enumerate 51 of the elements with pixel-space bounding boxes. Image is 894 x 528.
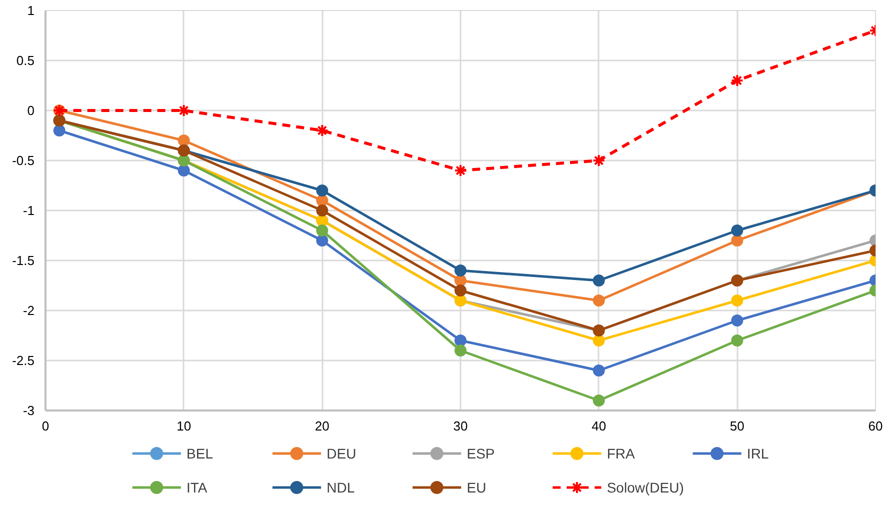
- point: [177, 104, 190, 117]
- point: [316, 184, 328, 196]
- point: [316, 204, 328, 216]
- x-tick-label: 0: [42, 418, 50, 434]
- point: [592, 364, 605, 376]
- point: [592, 334, 605, 346]
- y-tick-label: -2.5: [12, 353, 35, 368]
- point: [592, 394, 605, 406]
- point: [178, 164, 190, 176]
- x-tick-label: 60: [868, 418, 883, 434]
- legend-label: FRA: [606, 446, 636, 462]
- point: [731, 314, 744, 326]
- legend-label: DEU: [326, 446, 356, 462]
- point: [454, 264, 466, 276]
- x-tick-label: 20: [314, 418, 330, 434]
- point: [592, 154, 606, 167]
- legend-label: ITA: [186, 480, 208, 496]
- point: [316, 224, 328, 236]
- point: [316, 124, 329, 137]
- x-tick-label: 30: [453, 418, 468, 434]
- point: [592, 274, 605, 286]
- point: [454, 164, 467, 177]
- point: [592, 294, 605, 306]
- x-tick-label: 50: [730, 418, 744, 434]
- y-tick-label: -2: [22, 303, 35, 318]
- point: [731, 294, 744, 306]
- legend-label: NDL: [326, 480, 355, 496]
- x-tick-label: 10: [176, 418, 192, 434]
- y-tick-label: 0: [27, 103, 35, 118]
- point: [731, 234, 744, 246]
- point: [454, 334, 466, 346]
- legend-label: BEL: [186, 446, 214, 462]
- point: [316, 234, 328, 246]
- legend-label: Solow(DEU): [606, 480, 684, 496]
- point: [454, 284, 466, 296]
- y-tick-label: 1: [27, 3, 35, 18]
- point: [731, 334, 744, 346]
- point: [178, 134, 190, 146]
- point: [53, 124, 66, 136]
- y-tick-label: -1: [22, 203, 35, 218]
- y-tick-label: -0.5: [12, 153, 35, 168]
- point: [730, 74, 744, 87]
- legend-label: IRL: [746, 446, 769, 462]
- legend-label: EU: [466, 480, 486, 496]
- y-tick-label: 0.5: [16, 53, 35, 68]
- y-tick-label: -1.5: [12, 253, 35, 268]
- point: [731, 224, 744, 236]
- legend-label: ESP: [466, 446, 495, 462]
- y-tick-label: -3: [22, 403, 35, 418]
- point: [454, 344, 466, 356]
- x-tick-label: 40: [592, 418, 606, 434]
